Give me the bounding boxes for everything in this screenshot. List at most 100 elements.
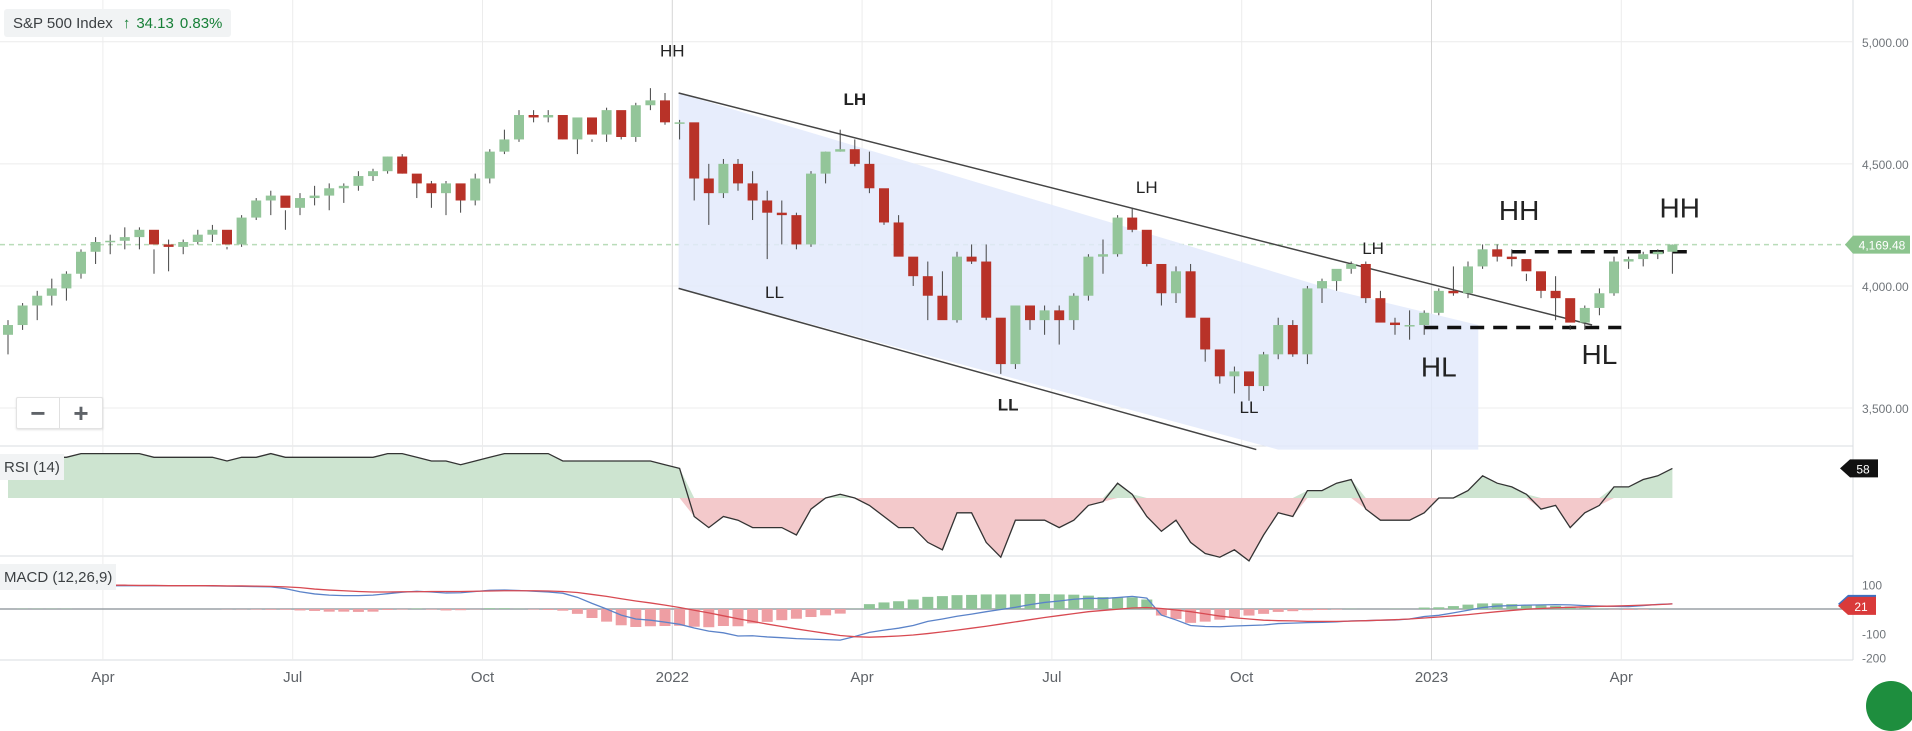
candle-body: [835, 149, 845, 151]
candle-body: [61, 274, 71, 289]
candle-body: [1624, 259, 1634, 261]
chart-header: S&P 500 Index ↑ 34.13 0.83%: [4, 9, 231, 37]
candle-body: [426, 183, 436, 193]
candle-body: [1580, 308, 1590, 323]
pattern-annotation: HL: [1582, 339, 1618, 370]
macd-histogram-bar: [879, 602, 890, 609]
macd-histogram-bar: [353, 609, 364, 612]
change-value: 34.13: [136, 15, 174, 32]
candle-body: [1521, 259, 1531, 271]
candle-body: [1667, 245, 1677, 252]
candle-body: [689, 122, 699, 178]
candle-body: [908, 257, 918, 277]
candle-body: [1653, 252, 1663, 254]
macd-histogram-bar: [616, 609, 627, 625]
candle-body: [266, 196, 276, 201]
candle-body: [675, 122, 685, 124]
candle-body: [324, 188, 334, 195]
macd-histogram-bar: [937, 596, 948, 609]
macd-histogram-bar: [499, 608, 510, 609]
macd-histogram-bar: [1068, 595, 1079, 609]
candle-body: [485, 152, 495, 179]
candle-body: [237, 218, 247, 245]
change-group: ↑ 34.13 0.83%: [123, 15, 223, 32]
candle-body: [1010, 305, 1020, 364]
y-tick-label: 5,000.00: [1862, 36, 1909, 50]
candle-body: [791, 215, 801, 244]
macd-histogram-bar: [382, 609, 393, 610]
x-tick-label: Oct: [471, 669, 495, 686]
macd-histogram-bar: [952, 595, 963, 609]
zoom-in-button[interactable]: +: [60, 398, 102, 428]
y-tick-label: 4,000.00: [1862, 280, 1909, 294]
candle-body: [1594, 293, 1604, 308]
pattern-annotation: LH: [1362, 239, 1384, 258]
candle-body: [339, 186, 349, 188]
macd-histogram-bar: [922, 597, 933, 609]
candle-body: [76, 252, 86, 274]
candle-body: [1463, 266, 1473, 293]
candle-body: [529, 115, 539, 117]
macd-histogram-bar: [791, 609, 802, 619]
macd-histogram-bar: [1302, 609, 1313, 610]
candle-body: [397, 157, 407, 174]
zoom-controls: − +: [16, 397, 103, 429]
index-name: S&P 500 Index: [13, 15, 113, 32]
candle-body: [91, 242, 101, 252]
candle-body: [1317, 281, 1327, 288]
action-button[interactable]: [1866, 681, 1912, 731]
candle-body: [1273, 325, 1283, 354]
candle-body: [1405, 325, 1415, 327]
macd-histogram-bar: [309, 609, 320, 611]
macd-histogram-bar: [981, 594, 992, 609]
candle-body: [149, 230, 159, 245]
candle-body: [981, 262, 991, 318]
candle-body: [280, 196, 290, 208]
macd-histogram-bar: [1419, 608, 1430, 609]
macd-histogram-bar: [776, 609, 787, 620]
candle-body: [1200, 318, 1210, 350]
candle-body: [602, 110, 612, 134]
candle-body: [1215, 349, 1225, 376]
candle-body: [1288, 325, 1298, 354]
macd-histogram-bar: [689, 609, 700, 627]
macd-histogram-bar: [484, 608, 495, 609]
candle-body: [120, 237, 130, 241]
x-tick-label: Jul: [1042, 669, 1061, 686]
channel-fill: [679, 93, 1479, 450]
macd-histogram-bar: [1229, 609, 1240, 617]
rsi-label: RSI (14): [0, 454, 64, 480]
macd-histogram-bar: [368, 609, 379, 612]
candle-body: [456, 183, 466, 200]
macd-histogram-bar: [1112, 597, 1123, 609]
macd-histogram-bar: [1579, 608, 1590, 609]
candle-body: [1113, 218, 1123, 255]
macd-histogram-bar: [1244, 609, 1255, 616]
candle-body: [1638, 254, 1648, 259]
macd-histogram-bar: [995, 594, 1006, 609]
change-percent: 0.83%: [180, 15, 223, 32]
macd-histogram-bar: [1083, 596, 1094, 609]
candle-body: [164, 244, 174, 246]
candle-body: [821, 152, 831, 174]
x-tick-label: Apr: [91, 669, 114, 686]
macd-value-label: 21: [1854, 600, 1868, 614]
candle-body: [207, 230, 217, 235]
macd-tick-label: -100: [1862, 627, 1886, 641]
macd-histogram-bar: [338, 609, 349, 612]
candle-body: [441, 183, 451, 193]
macd-histogram-bar: [1025, 594, 1036, 609]
macd-histogram-bar: [1433, 607, 1444, 609]
candle-body: [1565, 298, 1575, 322]
zoom-out-button[interactable]: −: [17, 398, 59, 428]
macd-histogram-bar: [660, 609, 671, 626]
macd-histogram-bar: [1448, 606, 1459, 609]
candle-body: [32, 296, 42, 306]
macd-histogram-bar: [835, 609, 846, 614]
macd-histogram-bar: [1258, 609, 1269, 614]
candle-body: [1390, 323, 1400, 325]
macd-histogram-bar: [1287, 609, 1298, 611]
macd-histogram-bar: [762, 609, 773, 622]
candle-body: [1536, 271, 1546, 291]
